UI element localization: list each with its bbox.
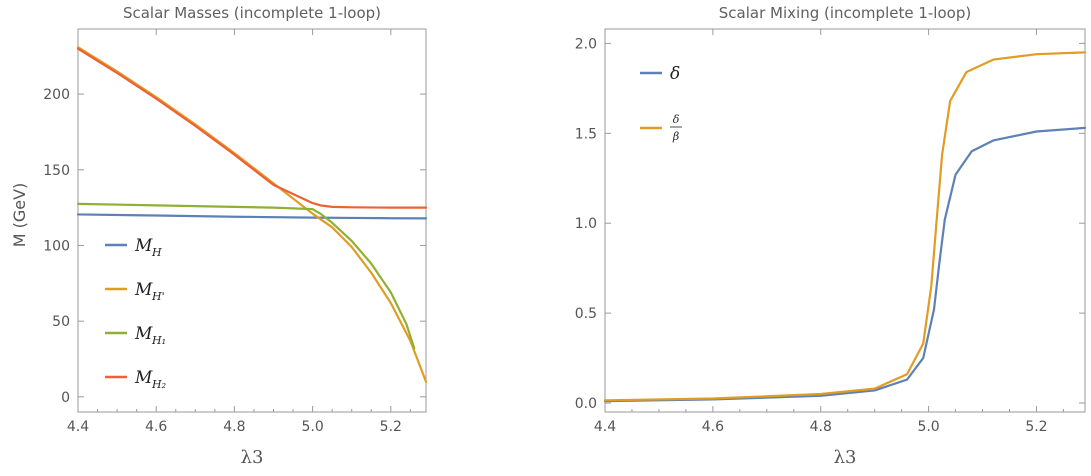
masses-y-tick-label: 0: [61, 390, 70, 406]
masses-y-tick-label: 200: [43, 87, 70, 103]
masses-title: Scalar Masses (incomplete 1-loop): [123, 4, 381, 22]
mixing-x-tick-label: 4.8: [810, 419, 832, 435]
masses-x-tick-label: 4.8: [223, 419, 245, 435]
masses-legend-subscript: H₂: [151, 378, 166, 391]
masses-x-tick-label: 4.6: [145, 419, 167, 435]
masses-y-axis-label: M (GeV): [10, 183, 29, 248]
masses-series-line-1: [76, 46, 428, 383]
mixing-x-ticks: 4.4 4.6 4.8 5.0 5.2: [594, 29, 1064, 435]
masses-panel: Scalar Masses (incomplete 1-loop) 4.4 4.6…: [10, 4, 428, 468]
masses-legend-subscript: H: [151, 246, 162, 259]
masses-series-line-3: [76, 47, 428, 209]
masses-y-tick-label: 150: [43, 163, 70, 179]
mixing-x-tick-label: 4.4: [594, 419, 616, 435]
masses-legend-label: M: [134, 368, 153, 388]
mixing-series-line-1: [603, 51, 1087, 402]
mixing-series-layer: [603, 51, 1087, 403]
mixing-y-tick-label: 1.0: [575, 216, 597, 232]
mixing-y-tick-label: 2.0: [575, 36, 597, 52]
mixing-plot-frame: [604, 28, 1086, 413]
mixing-y-tick-label: 0.0: [575, 396, 597, 412]
masses-legend-label: M: [134, 236, 153, 256]
mixing-series-line-0: [603, 126, 1087, 403]
masses-x-tick-label: 5.2: [380, 419, 402, 435]
masses-series-line-2: [76, 202, 416, 350]
masses-legend-subscript: H': [151, 290, 165, 303]
masses-y-ticks: 0 50 100 150 200: [43, 87, 426, 406]
masses-x-tick-label: 5.0: [301, 419, 323, 435]
masses-plot-frame: [77, 28, 427, 413]
mixing-legend: δδβ: [640, 64, 682, 143]
mixing-x-tick-label: 5.2: [1025, 419, 1047, 435]
mixing-x-axis-label: λ3: [834, 447, 857, 468]
mixing-legend-label: δ: [670, 64, 680, 84]
masses-legend-label: M: [134, 280, 153, 300]
mixing-legend-denominator: β: [672, 130, 679, 143]
masses-legend-subscript: H₁: [151, 334, 166, 347]
masses-x-tick-label: 4.4: [67, 419, 89, 435]
mixing-x-tick-label: 5.0: [917, 419, 939, 435]
masses-y-tick-label: 50: [52, 314, 70, 330]
masses-legend-label: M: [134, 324, 153, 344]
mixing-title: Scalar Mixing (incomplete 1-loop): [719, 4, 971, 22]
masses-legend: M HM H'M H₁M H₂: [105, 236, 166, 391]
mixing-panel: Scalar Mixing (incomplete 1-loop) 4.4 4.6…: [575, 4, 1087, 468]
mixing-y-tick-label: 1.5: [575, 126, 597, 142]
masses-y-tick-label: 100: [43, 238, 70, 254]
masses-x-axis-label: λ3: [241, 447, 264, 468]
masses-series-line-0: [76, 213, 428, 220]
mixing-x-tick-label: 4.6: [702, 419, 724, 435]
masses-series-layer: [76, 46, 428, 383]
masses-x-ticks: 4.4 4.6 4.8 5.0 5.2: [67, 29, 411, 435]
mixing-legend-numerator: δ: [673, 113, 680, 126]
mixing-y-tick-label: 0.5: [575, 306, 597, 322]
mixing-y-ticks: 0.0 0.5 1.0 1.5 2.0: [575, 36, 1085, 412]
